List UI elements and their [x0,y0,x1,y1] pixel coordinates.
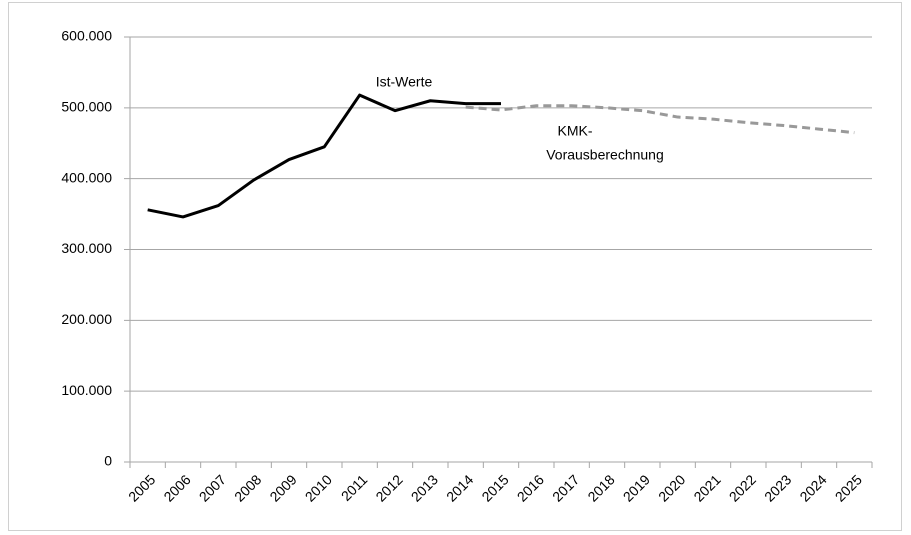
x-tick-label: 2011 [338,471,371,504]
x-tick-label: 2009 [266,471,299,504]
series-line [147,93,501,219]
x-tick-label: 2005 [125,471,158,504]
x-tick-label: 2008 [231,471,264,504]
x-tick-label: 2021 [690,471,723,504]
x-tick-label: 2010 [302,471,335,504]
y-tick-label: 400.000 [61,169,112,185]
series-line [465,104,855,135]
chart-frame [8,2,902,531]
x-tick-label: 2013 [408,471,441,504]
y-tick-label: 200.000 [61,311,112,327]
x-tick-label: 2016 [514,471,547,504]
x-tick-label: 2007 [196,471,229,504]
x-tick-label: 2018 [584,471,617,504]
x-tick-label: 2014 [443,471,476,504]
y-tick-label: 0 [104,453,112,469]
x-tick-label: 2024 [796,471,829,504]
y-tick-label: 300.000 [61,240,112,256]
series-label: Vorausberechnung [546,147,664,163]
x-tick-label: 2019 [620,471,653,504]
x-tick-label: 2012 [372,471,405,504]
x-tick-label: 2022 [726,471,759,504]
x-tick-label: 2006 [160,471,193,504]
x-tick-label: 2017 [549,471,582,504]
series-label: KMK- [558,123,593,139]
y-tick-label: 100.000 [61,382,112,398]
y-tick-label: 600.000 [61,28,112,44]
x-tick-label: 2015 [478,471,511,504]
x-tick-label: 2025 [832,471,865,504]
x-tick-label: 2023 [761,471,794,504]
x-tick-label: 2020 [655,471,688,504]
y-tick-label: 500.000 [61,99,112,115]
series-label: Ist-Werte [376,74,433,90]
